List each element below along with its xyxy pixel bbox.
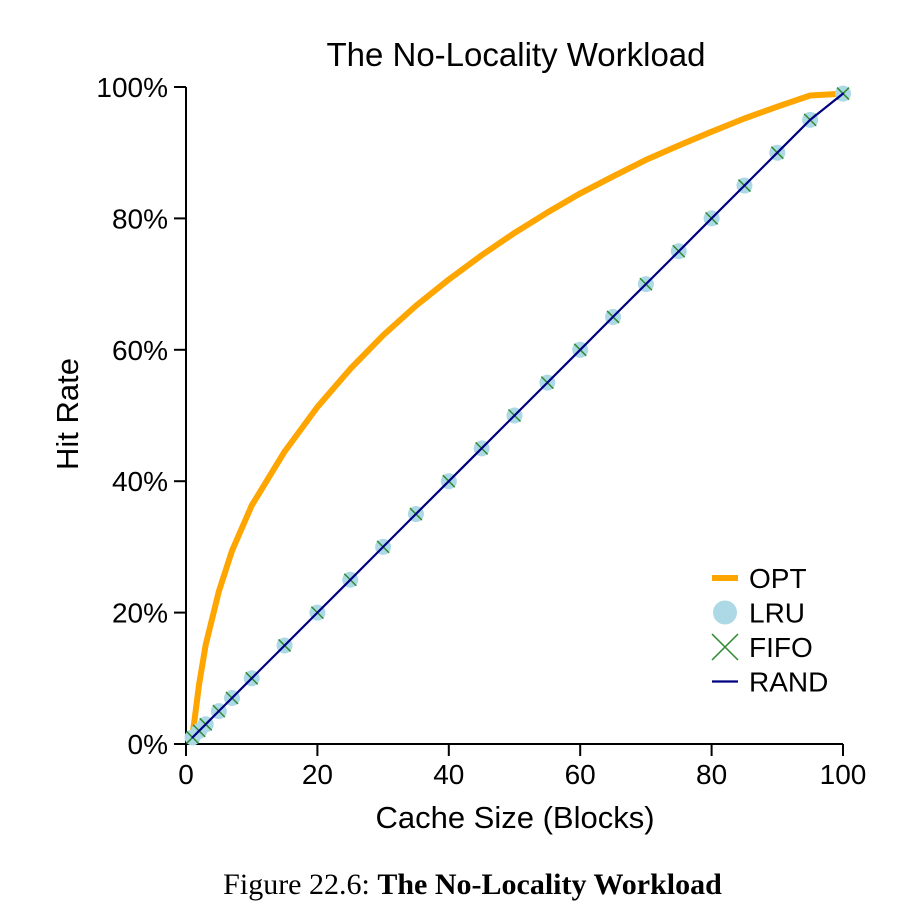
x-tick-label: 0 <box>178 759 194 790</box>
figure-caption: Figure 22.6: The No-Locality Workload <box>0 868 912 902</box>
chart: The No-Locality Workload Hit Rate Cache … <box>50 36 866 835</box>
legend-label: FIFO <box>749 632 813 663</box>
series-rand <box>191 92 845 739</box>
x-tick-label: 80 <box>696 759 727 790</box>
legend-label: LRU <box>749 598 805 629</box>
y-axis-label: Hit Rate <box>50 358 85 470</box>
y-tick-label: 0% <box>128 729 168 760</box>
y-tick-label: 40% <box>112 466 168 497</box>
x-tick-label: 20 <box>302 759 333 790</box>
series-opt <box>189 90 846 738</box>
opt-line <box>189 90 846 738</box>
legend-label: RAND <box>749 667 828 698</box>
legend-marker <box>711 633 739 661</box>
y-tick-label: 60% <box>112 335 168 366</box>
y-tick-label: 80% <box>112 203 168 234</box>
x-axis-label: Cache Size (Blocks) <box>375 800 654 835</box>
chart-title: The No-Locality Workload <box>326 36 705 73</box>
legend-item-rand: RAND <box>712 667 828 698</box>
legend-marker <box>713 600 737 625</box>
x-tick-label: 100 <box>820 759 867 790</box>
legend-label: OPT <box>749 563 807 594</box>
caption-title: The No-Locality Workload <box>377 868 722 901</box>
rand-line <box>191 92 845 739</box>
y-tick-label: 20% <box>112 598 168 629</box>
caption-prefix: Figure 22.6: <box>223 868 378 901</box>
y-tick-label: 100% <box>96 72 168 103</box>
legend-item-fifo: FIFO <box>711 632 813 663</box>
x-tick-label: 40 <box>433 759 464 790</box>
legend-item-opt: OPT <box>712 563 807 594</box>
legend-item-lru: LRU <box>713 598 805 629</box>
axes: 0 20 40 60 80 100 0% 20% 40% 60% 80% 100% <box>96 72 866 790</box>
plot-area <box>184 85 851 746</box>
x-tick-label: 60 <box>565 759 596 790</box>
